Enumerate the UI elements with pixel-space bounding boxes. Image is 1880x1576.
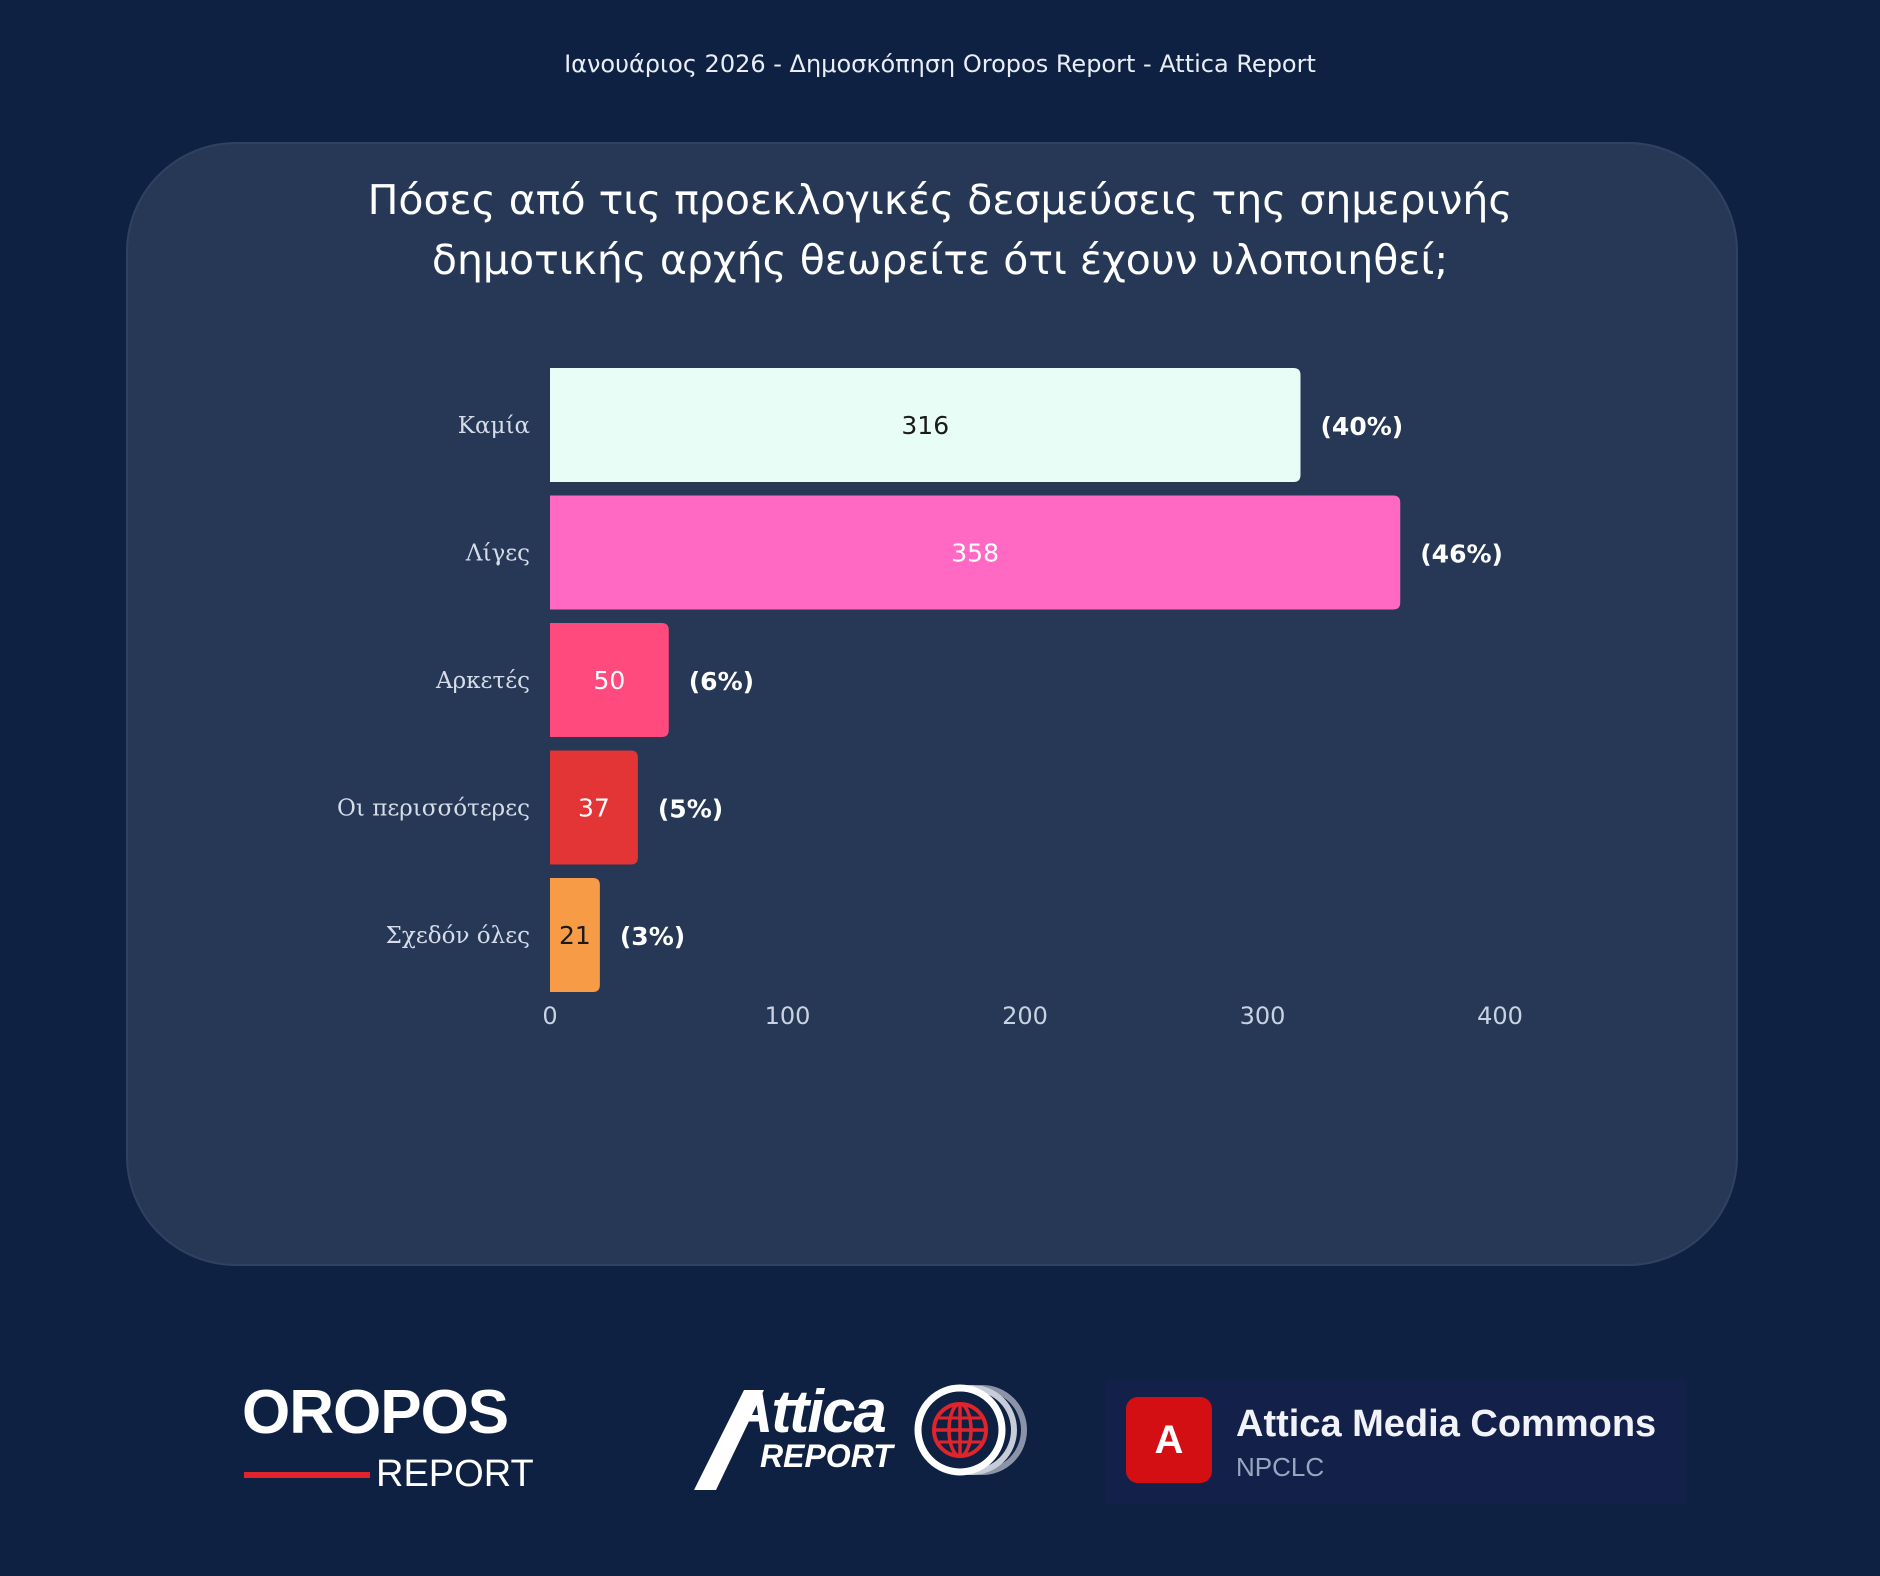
bar-value-label: 37 [578,794,610,823]
page-title: Ιανουάριος 2026 - Δημοσκόπηση Oropos Rep… [564,50,1316,78]
bar [550,623,669,737]
percent-label: (40%) [1321,412,1404,441]
category-label: Καμία [458,413,530,439]
category-label: Οι περισσότερες [337,796,530,822]
logo-footer: OROPOS REPORT Attica REPORT A Attica Med… [0,1380,1880,1520]
bar [550,495,1401,610]
attica-logo-report: REPORT [760,1438,893,1474]
globe-icon [914,1384,1027,1476]
percent-label: (5%) [658,795,723,824]
bar-value-label: 50 [593,666,625,695]
percent-label: (46%) [1420,540,1503,569]
percent-label: (3%) [620,922,685,951]
attica-logo-word: Attica [730,1378,887,1445]
bar-value-label: 358 [951,539,999,568]
bar [550,878,600,992]
x-tick-label: 200 [1002,1002,1048,1030]
amc-title: Attica Media Commons [1236,1403,1657,1445]
bar [550,750,638,865]
oropos-logo-word: OROPOS [242,1378,509,1447]
attica-logo-slash [694,1390,764,1490]
attica-report-logo: Attica REPORT [690,1380,1030,1510]
question-line-2: δημοτικής αρχής θεωρείτε ότι έχουν υλοπο… [431,236,1449,284]
category-label: Αρκετές [435,668,530,694]
x-tick-label: 0 [542,1002,557,1030]
chart-question: Πόσες από τις προεκλογικές δεσμεύσεις τη… [0,170,1880,290]
question-line-1: Πόσες από τις προεκλογικές δεσμεύσεις τη… [367,176,1513,224]
amc-badge: A [1126,1397,1212,1483]
chart-panel [126,142,1738,1266]
category-label: Σχεδόν όλες [386,923,530,949]
bar-chart: Καμία 316 (40%) Λίγες 358 (46%) Αρκετές 50 (6%) Ο… [337,368,1523,1030]
amc-subtitle: NPCLC [1236,1452,1325,1482]
x-tick-label: 300 [1240,1002,1286,1030]
oropos-report-logo: OROPOS REPORT [242,1378,534,1498]
attica-media-commons-logo: A Attica Media Commons NPCLC [1106,1380,1686,1504]
bar-value-label: 316 [901,411,949,440]
x-tick-label: 100 [765,1002,811,1030]
oropos-logo-underline [244,1472,370,1478]
bar [550,368,1301,482]
x-tick-label: 400 [1477,1002,1523,1030]
category-label: Λίγες [465,541,530,567]
percent-label: (6%) [689,667,754,696]
oropos-logo-report: REPORT [376,1453,534,1495]
bar-value-label: 21 [559,921,591,950]
